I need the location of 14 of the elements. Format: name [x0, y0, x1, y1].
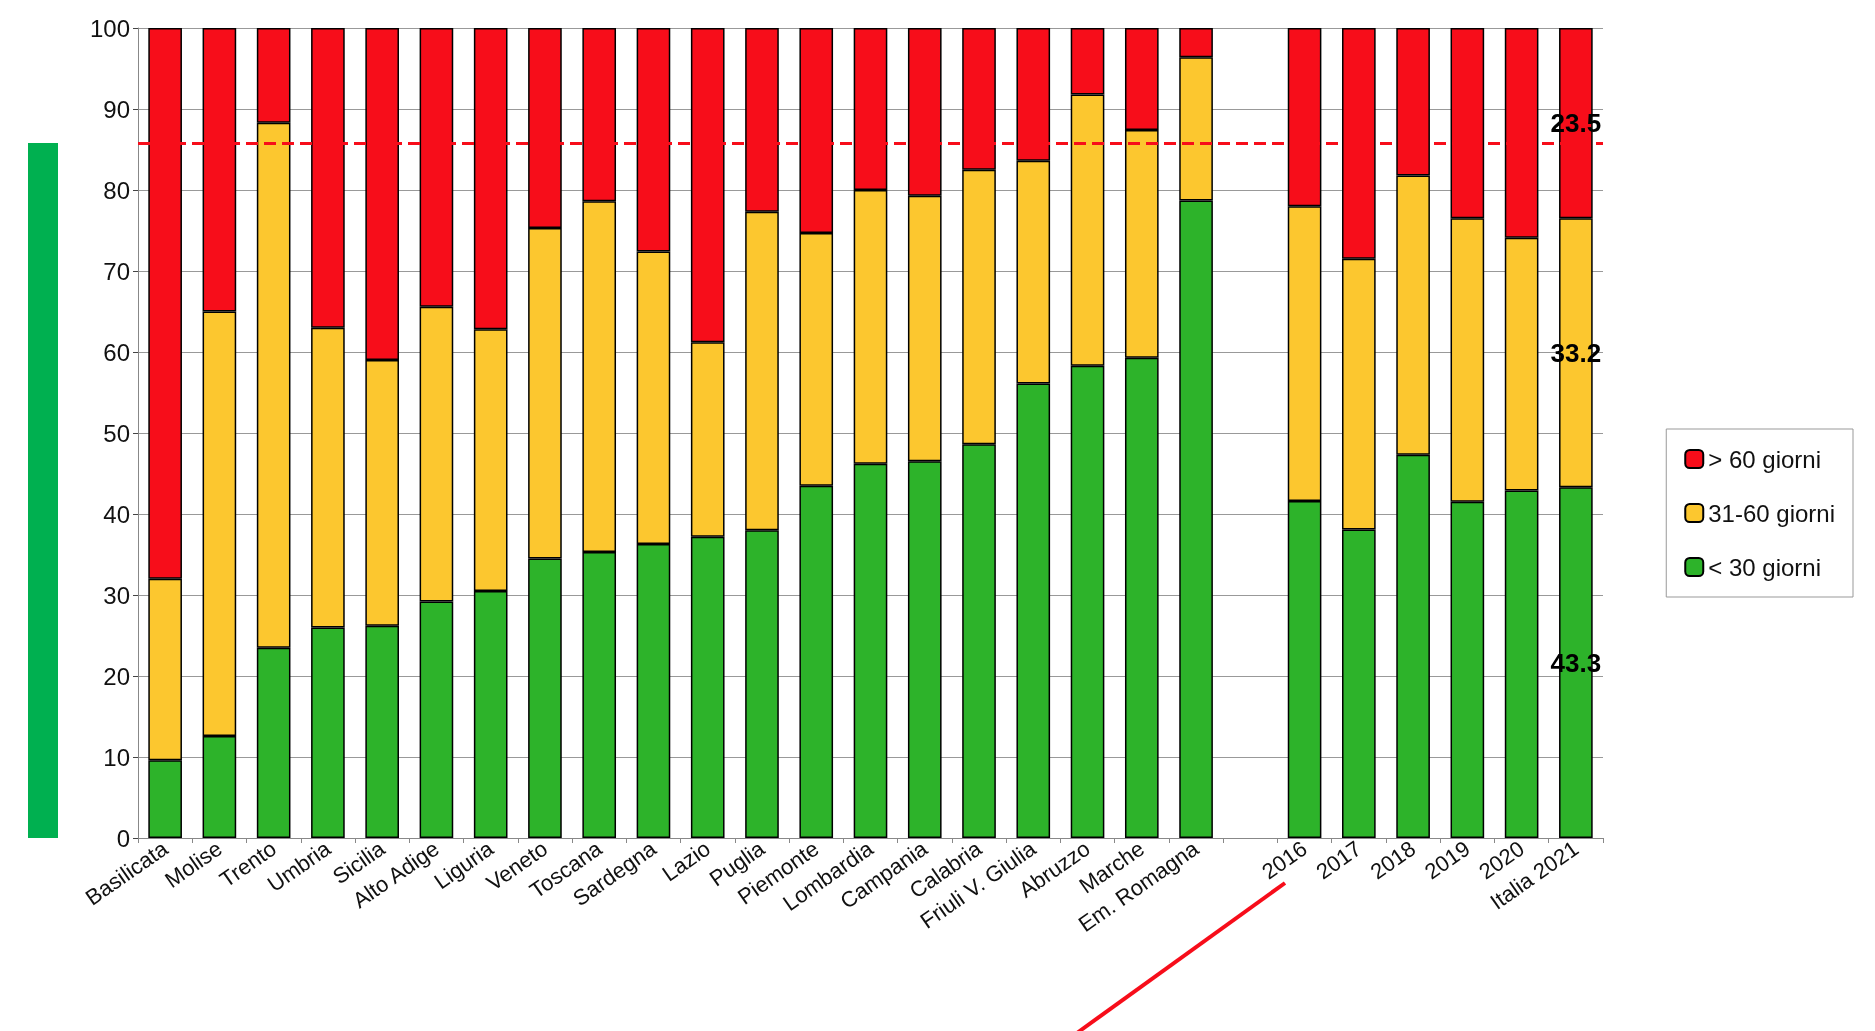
legend-label: > 60 giorni: [1708, 445, 1821, 473]
y-tick-label: 10: [103, 743, 130, 771]
y-tick-label: 50: [103, 419, 130, 447]
y-tick-label: 70: [103, 257, 130, 285]
y-tick-label: 80: [103, 176, 130, 204]
y-tick-label: 100: [89, 14, 130, 42]
legend-label: 31-60 giorni: [1708, 499, 1835, 527]
y-tick-label: 60: [103, 338, 130, 366]
y-tick-label: 30: [103, 581, 130, 609]
y-tick-label: 0: [116, 824, 130, 852]
legend-label: < 30 giorni: [1708, 553, 1821, 581]
y-tick-label: 20: [103, 662, 130, 690]
y-tick-label: 90: [103, 95, 130, 123]
y-tick-label: 40: [103, 500, 130, 528]
